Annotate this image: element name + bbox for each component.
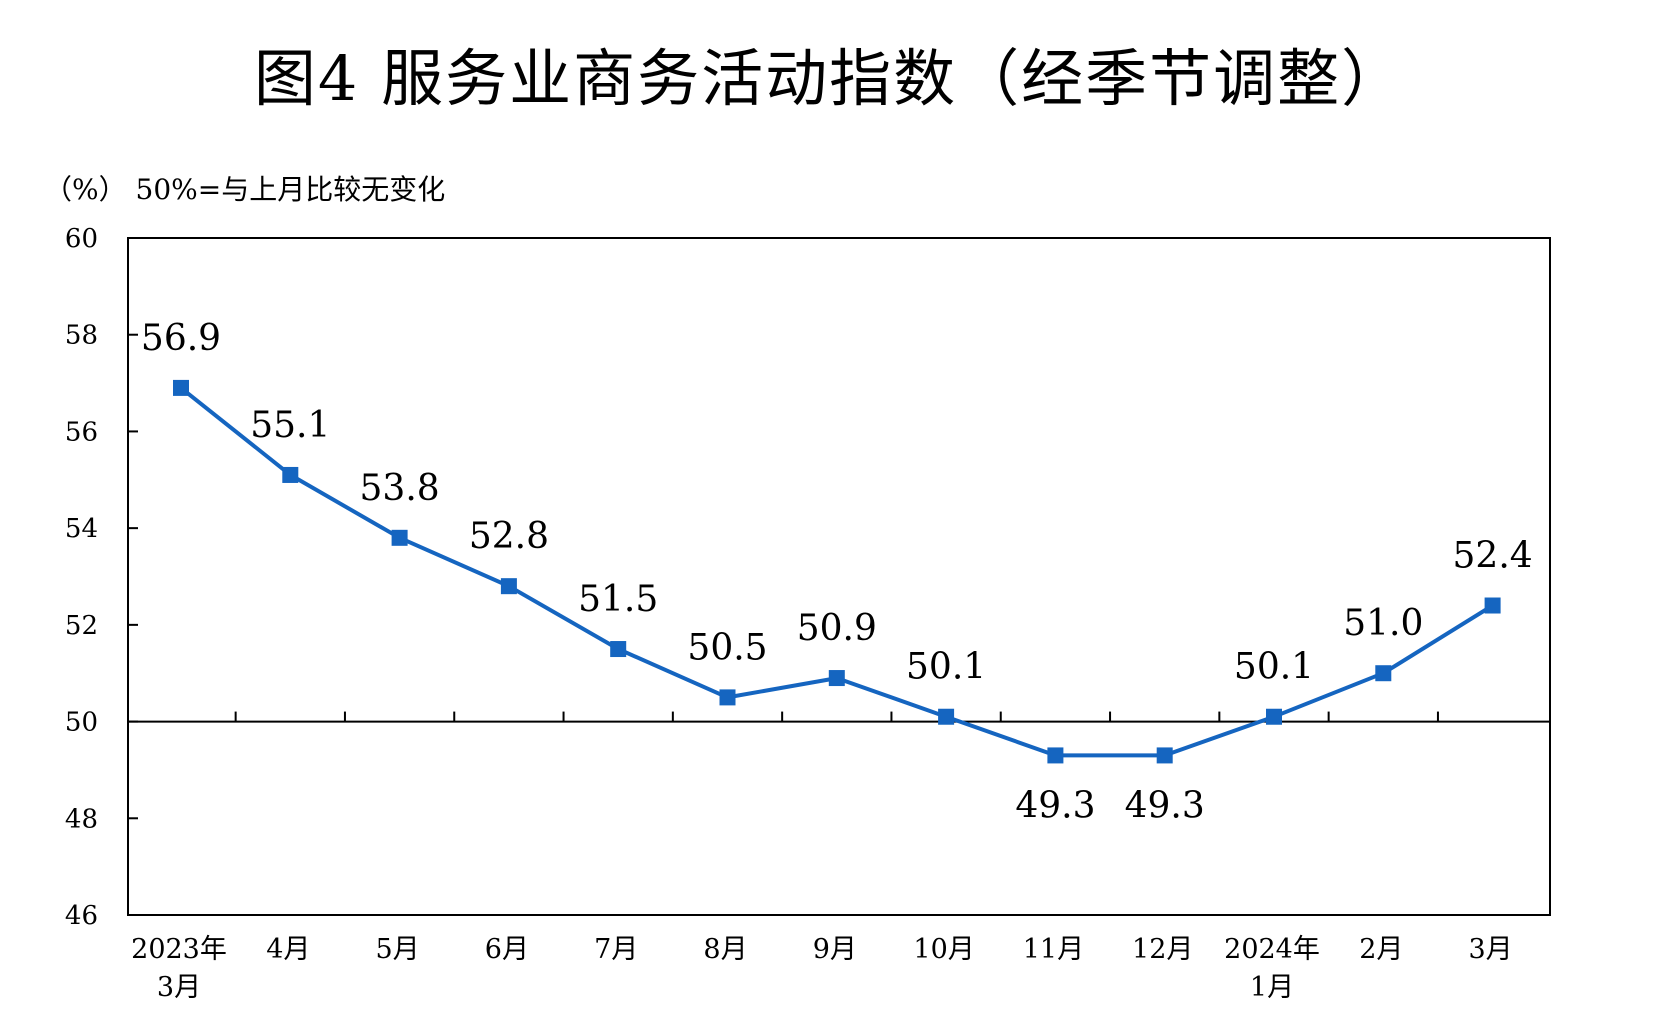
x-category-label: 7月 — [594, 934, 638, 965]
data-label: 55.1 — [250, 405, 330, 446]
data-point — [500, 578, 517, 595]
data-label: 51.5 — [578, 579, 658, 620]
x-category-label: 5月 — [376, 934, 420, 965]
data-label: 52.8 — [469, 516, 549, 557]
x-category-label: 2024年 — [1224, 934, 1320, 965]
y-tick-label: 52 — [65, 611, 98, 641]
data-point — [719, 689, 736, 706]
plot-frame — [127, 237, 1551, 916]
data-point — [1484, 597, 1501, 614]
x-category-label: 3月 — [157, 972, 201, 1003]
x-category-label: 8月 — [703, 934, 747, 965]
x-category-label: 11月 — [1023, 934, 1084, 965]
y-tick-label: 48 — [65, 804, 98, 834]
x-category-label: 4月 — [266, 934, 310, 965]
data-point — [1375, 665, 1392, 682]
data-point — [173, 379, 189, 396]
data-label: 51.0 — [1343, 603, 1423, 644]
x-category-label: 2月 — [1359, 934, 1403, 965]
series-markers — [173, 379, 1501, 764]
data-point — [1266, 708, 1282, 725]
y-tick-label: 54 — [65, 514, 98, 544]
x-category-label: 6月 — [485, 934, 529, 965]
data-label: 49.3 — [1015, 785, 1095, 826]
y-tick-label: 46 — [65, 901, 98, 931]
series-line — [179, 386, 1494, 758]
data-label: 50.1 — [1234, 647, 1314, 688]
y-tick-label: 50 — [65, 708, 98, 738]
x-category-label: 10月 — [913, 934, 974, 965]
y-axis-unit-note: （%） 50%=与上月比较无变化 — [44, 173, 446, 206]
data-label: 50.5 — [687, 627, 767, 668]
y-tick-label: 60 — [65, 224, 98, 254]
data-point — [391, 529, 408, 546]
data-point — [282, 466, 299, 483]
y-axis: 46 48 50 52 54 56 58 60 — [65, 224, 138, 931]
data-point — [938, 708, 955, 725]
data-point — [610, 641, 627, 658]
x-axis — [234, 711, 1439, 722]
data-labels: 56.9 55.1 53.8 52.8 51.5 50.5 50.9 50.1 49.3 49.3… — [141, 318, 1533, 827]
category-labels: 2023年 3月 4月 5月 6月 7月 8月 9月 10月 11月 12月 2024年 1月 2月 3月 — [131, 934, 1513, 1003]
data-point — [828, 670, 845, 687]
y-tick-label: 56 — [65, 417, 98, 447]
x-category-label: 2023年 — [131, 934, 227, 965]
data-label: 49.3 — [1125, 785, 1205, 826]
data-label: 50.9 — [797, 608, 877, 649]
chart-title: 图4 服务业商务活动指数（经季节调整） — [253, 42, 1406, 115]
data-label: 52.4 — [1453, 536, 1533, 577]
x-category-label: 1月 — [1250, 972, 1294, 1003]
y-tick-label: 58 — [65, 321, 98, 351]
x-category-label: 3月 — [1469, 934, 1513, 965]
data-label: 56.9 — [141, 318, 221, 359]
data-point — [1047, 747, 1064, 764]
data-label: 53.8 — [360, 468, 440, 509]
data-point — [1156, 747, 1173, 764]
data-label: 50.1 — [906, 647, 986, 688]
x-category-label: 9月 — [813, 934, 857, 965]
x-category-label: 12月 — [1132, 934, 1193, 965]
